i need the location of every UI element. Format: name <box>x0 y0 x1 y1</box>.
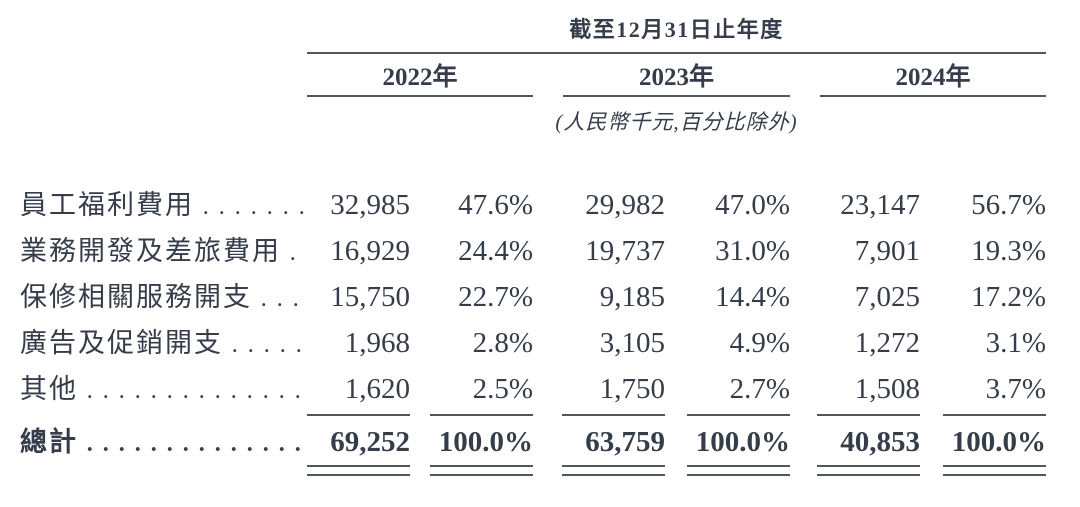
amount-cell-2023: 29,982 <box>585 189 665 221</box>
amount-cell-2024: 7,901 <box>854 235 920 267</box>
column-double-rule <box>687 465 790 476</box>
percent-cell-2023: 14.4% <box>715 281 790 313</box>
row-label-cell: 保修相關服務開支 . . . <box>20 274 307 320</box>
amount-cell-2023: 9,185 <box>599 281 665 313</box>
dot-leader: . . . . . . . <box>202 194 307 220</box>
year-underline-2022 <box>307 95 533 97</box>
dot-leader: . <box>289 240 298 266</box>
percent-cell-2024: 19.3% <box>971 235 1046 267</box>
amount-cell-2022: 1,968 <box>344 327 410 359</box>
header-top-rule <box>307 52 1046 54</box>
dot-leader: . . . . . . . . . . . . . . <box>86 431 303 457</box>
total-amount-cell-2022: 69,252 <box>330 426 410 458</box>
percent-cell-2023: 4.9% <box>729 327 790 359</box>
dot-leader: . . . <box>260 286 301 312</box>
percent-cell-2022: 22.7% <box>458 281 533 313</box>
currency-unit-note: (人民幣千元,百分比除外) <box>555 110 798 134</box>
column-rule <box>817 414 920 416</box>
row-label: 廣告及促銷開支 <box>20 328 223 358</box>
row-label-cell: 業務開發及差旅費用 . <box>20 228 307 274</box>
amount-cell-2024: 7,025 <box>854 281 920 313</box>
dot-leader: . . . . . <box>231 332 304 358</box>
percent-cell-2024: 56.7% <box>971 189 1046 221</box>
row-label: 業務開發及差旅費用 <box>20 236 281 266</box>
period-header: 截至12月31日止年度 <box>569 17 784 42</box>
expense-table: 員工福利費用 . . . . . . . 32,985 47.6% 29,982… <box>20 182 1046 480</box>
percent-cell-2023: 2.7% <box>729 373 790 405</box>
row-label-cell: 廣告及促銷開支 . . . . . <box>20 320 307 366</box>
year-header-2024: 2024年 <box>895 64 971 91</box>
total-percent-cell-2023: 100.0% <box>695 426 790 458</box>
percent-cell-2024: 17.2% <box>971 281 1046 313</box>
percent-cell-2022: 24.4% <box>458 235 533 267</box>
column-rule <box>430 414 533 416</box>
column-double-rule <box>307 465 410 476</box>
amount-cell-2022: 16,929 <box>330 235 410 267</box>
total-percent-cell-2022: 100.0% <box>438 426 533 458</box>
percent-cell-2022: 2.8% <box>472 327 533 359</box>
row-label-cell: 其他 . . . . . . . . . . . . . . <box>20 366 307 412</box>
column-double-rule <box>562 465 665 476</box>
column-double-rule <box>943 465 1046 476</box>
amount-cell-2023: 3,105 <box>599 327 665 359</box>
percent-cell-2023: 31.0% <box>715 235 790 267</box>
total-label-cell: 總計 . . . . . . . . . . . . . . <box>20 420 307 464</box>
percent-cell-2022: 2.5% <box>472 373 533 405</box>
amount-cell-2024: 1,508 <box>854 373 920 405</box>
row-label: 員工福利費用 <box>20 190 194 220</box>
amount-cell-2023: 19,737 <box>585 235 665 267</box>
dot-leader: . . . . . . . . . . . . . . <box>86 378 303 404</box>
year-underline-2023 <box>563 95 790 97</box>
percent-cell-2022: 47.6% <box>458 189 533 221</box>
total-amount-cell-2023: 63,759 <box>585 426 665 458</box>
column-rule <box>562 414 665 416</box>
year-header-2023: 2023年 <box>638 64 714 91</box>
total-amount-cell-2024: 40,853 <box>840 426 920 458</box>
row-label-cell: 員工福利費用 . . . . . . . <box>20 182 307 228</box>
percent-cell-2024: 3.7% <box>985 373 1046 405</box>
amount-cell-2024: 23,147 <box>840 189 920 221</box>
column-rule <box>307 414 410 416</box>
percent-cell-2023: 47.0% <box>715 189 790 221</box>
percent-cell-2024: 3.1% <box>985 327 1046 359</box>
column-rule <box>687 414 790 416</box>
column-rule <box>943 414 1046 416</box>
amount-cell-2022: 1,620 <box>344 373 410 405</box>
row-label: 保修相關服務開支 <box>20 282 252 312</box>
amount-cell-2022: 15,750 <box>330 281 410 313</box>
amount-cell-2023: 1,750 <box>599 373 665 405</box>
year-header-2022: 2022年 <box>382 64 458 91</box>
total-percent-cell-2024: 100.0% <box>951 426 1046 458</box>
row-label: 其他 <box>20 374 78 404</box>
year-underline-2024 <box>820 95 1046 97</box>
column-double-rule <box>430 465 533 476</box>
amount-cell-2024: 1,272 <box>854 327 920 359</box>
total-label: 總計 <box>20 427 78 457</box>
column-double-rule <box>817 465 920 476</box>
amount-cell-2022: 32,985 <box>330 189 410 221</box>
